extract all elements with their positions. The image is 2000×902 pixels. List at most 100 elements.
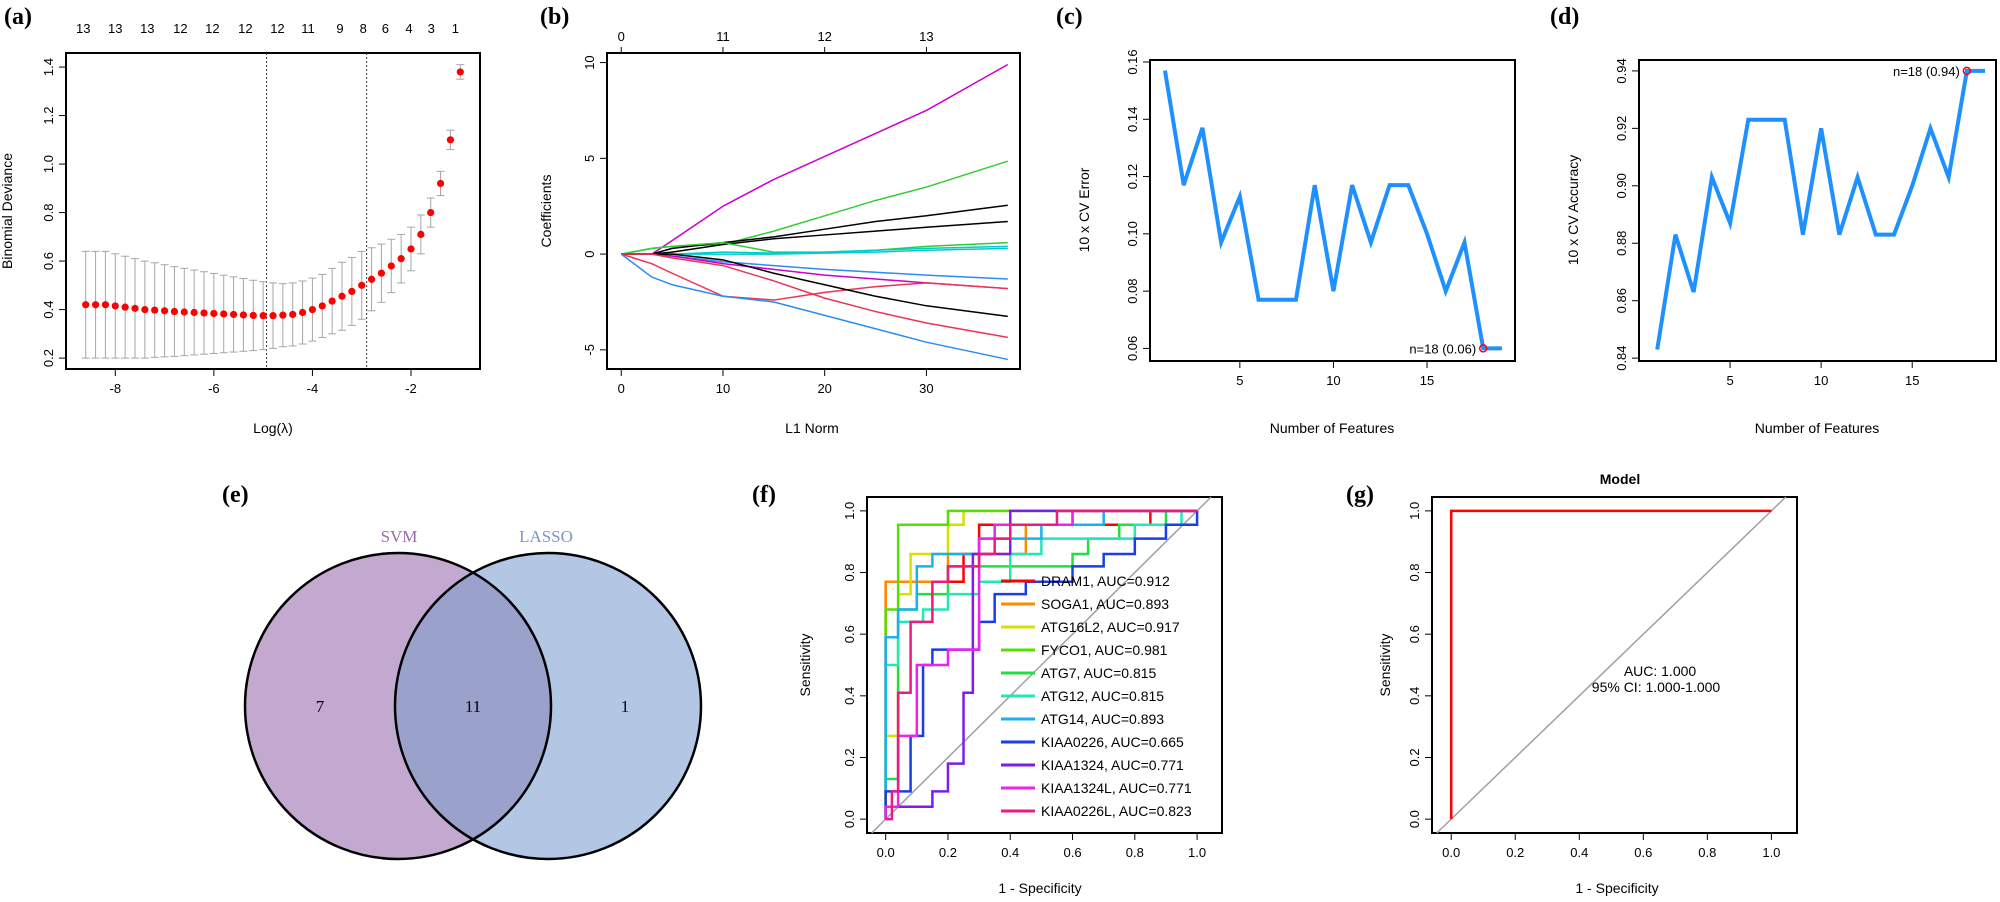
a-top-axis-label: 8: [360, 21, 367, 36]
d-plot-frame: [1638, 59, 1997, 362]
a-top-axis-label: 12: [238, 21, 252, 36]
b-coefficient-path: [621, 253, 1008, 318]
c-ylabel: 10 x CV Error: [1076, 167, 1092, 252]
a-x-tick-label: -2: [405, 381, 417, 396]
a-top-axis-label: 12: [205, 21, 219, 36]
a-deviance-point: [200, 309, 208, 317]
f-x-tick-label: 0.0: [877, 845, 895, 860]
d-optimal-annotation: n=18 (0.94): [1893, 64, 1960, 79]
c-y-tick-label: 0.14: [1125, 107, 1140, 132]
g-x-tick-label: 0.2: [1506, 845, 1524, 860]
f-roc-curve: [884, 510, 1199, 820]
b-top-axis-label: 11: [716, 29, 730, 44]
g-y-tick-label: 0.2: [1407, 748, 1422, 766]
d-x-tick-label: 5: [1726, 373, 1733, 388]
a-deviance-point: [259, 312, 267, 320]
venn-count-intersection: 11: [465, 697, 481, 716]
c-y-tick-label: 0.16: [1125, 49, 1140, 74]
a-deviance-point: [397, 255, 405, 263]
c-plot: 5 10 15 0.06 0.08 0.10 0.12 0.14 0.16 n=18 (0.06): [1125, 49, 1516, 388]
a-deviance-point: [82, 301, 90, 309]
d-y-tick-label: 0.86: [1614, 288, 1629, 313]
g-ylabel: Sensitivity: [1377, 633, 1393, 696]
f-y-tick-label: 0.8: [842, 563, 857, 581]
c-y-tick-label: 0.08: [1125, 278, 1140, 303]
a-y-tick-label: 1.2: [41, 107, 56, 125]
b-x-tick-label: 10: [716, 381, 730, 396]
a-deviance-point: [101, 301, 110, 309]
g-diagonal-reference: [1436, 496, 1787, 834]
f-legend-label: DRAM1, AUC=0.912: [1041, 573, 1170, 589]
venn-outline-svm: [243, 551, 553, 861]
b-coefficient-path: [621, 160, 1009, 255]
panel-label-d: (d): [1550, 4, 1579, 30]
f-legend-label: ATG12, AUC=0.815: [1041, 688, 1164, 704]
a-deviance-point: [249, 311, 257, 320]
b-x-tick-label: 30: [919, 381, 933, 396]
venn-diagram: SVM LASSO 7 11 1: [243, 527, 703, 861]
a-y-tick-label: 1.0: [41, 155, 56, 173]
b-y-tick-label: -5: [582, 344, 597, 356]
c-y-tick-label: 0.06: [1125, 336, 1140, 361]
g-y-tick-label: 1.0: [1407, 502, 1422, 520]
f-legend-label: ATG16L2, AUC=0.917: [1041, 619, 1180, 635]
a-y-tick-label: 0.6: [41, 252, 56, 270]
a-deviance-point: [427, 208, 435, 217]
a-deviance-point: [436, 179, 445, 188]
a-top-axis-label: 13: [76, 21, 90, 36]
a-deviance-point: [377, 269, 386, 277]
a-deviance-point: [456, 68, 464, 76]
panel-label-c: (c): [1056, 4, 1083, 30]
a-deviance-point: [239, 311, 248, 319]
f-x-tick-label: 1.0: [1188, 845, 1206, 860]
d-y-tick-label: 0.94: [1614, 58, 1629, 83]
a-y-tick-label: 0.8: [41, 204, 56, 222]
venn-label-lasso: LASSO: [519, 527, 573, 546]
a-plot: -8 -6 -4 -20.20.40.60.81.01.21.413 13 13 12 12 1…: [41, 21, 481, 396]
g-plot-frame: [1431, 496, 1798, 834]
a-deviance-point: [170, 307, 179, 316]
b-plot-frame: [606, 52, 1021, 370]
d-plot: 5 10 15 0.84 0.86 0.88 0.90 0.92 0.94 n=18 (0.94): [1614, 58, 1997, 388]
panel-label-a: (a): [4, 4, 32, 30]
f-legend-label: KIAA1324, AUC=0.771: [1041, 757, 1184, 773]
a-top-axis-label: 12: [270, 21, 284, 36]
f-y-tick-label: 1.0: [842, 502, 857, 520]
f-x-tick-label: 0.2: [939, 845, 957, 860]
b-top-axis-label: 0: [618, 29, 625, 44]
a-deviance-point: [446, 136, 455, 144]
f-roc-curve: [884, 509, 1198, 820]
venn-count-svm-only: 7: [316, 697, 325, 716]
a-deviance-point: [131, 304, 139, 312]
g-x-tick-label: 0.0: [1442, 845, 1460, 860]
d-y-tick-label: 0.92: [1614, 116, 1629, 141]
a-deviance-point: [328, 297, 336, 305]
a-deviance-point: [151, 306, 159, 314]
a-top-axis-label: 3: [428, 21, 435, 36]
a-ylabel: Binomial Deviance: [0, 153, 15, 269]
a-top-axis-label: 4: [405, 21, 412, 36]
b-coefficient-path: [621, 63, 1009, 255]
f-xlabel: 1 - Specificity: [998, 880, 1081, 896]
f-roc-curve: [885, 509, 1198, 821]
c-optimal-annotation: n=18 (0.06): [1409, 341, 1476, 356]
b-x-tick-label: 0: [618, 381, 625, 396]
b-ylabel: Coefficients: [538, 175, 554, 248]
a-top-axis-label: 12: [173, 21, 187, 36]
f-y-tick-label: 0.4: [842, 687, 857, 705]
venn-count-lasso-only: 1: [621, 697, 630, 716]
g-x-tick-label: 0.4: [1570, 845, 1588, 860]
a-deviance-point: [358, 281, 366, 289]
g-plot: 0.0 0.2 0.4 0.6 0.8 1.0 0.0 0.2 0.4 0.6 0.8 1.0: [1407, 496, 1798, 860]
a-top-axis-label: 9: [336, 21, 343, 36]
panel-label-f: (f): [752, 482, 776, 508]
a-deviance-point: [348, 287, 356, 295]
a-deviance-point: [417, 230, 425, 239]
b-top-axis-label: 13: [919, 29, 933, 44]
b-coefficient-path: [621, 241, 1008, 255]
f-y-tick-label: 0.2: [842, 748, 857, 766]
a-deviance-point: [367, 275, 376, 283]
g-xlabel: 1 - Specificity: [1575, 880, 1658, 896]
venn-outline-lasso: [393, 551, 703, 861]
a-deviance-point: [229, 310, 238, 319]
